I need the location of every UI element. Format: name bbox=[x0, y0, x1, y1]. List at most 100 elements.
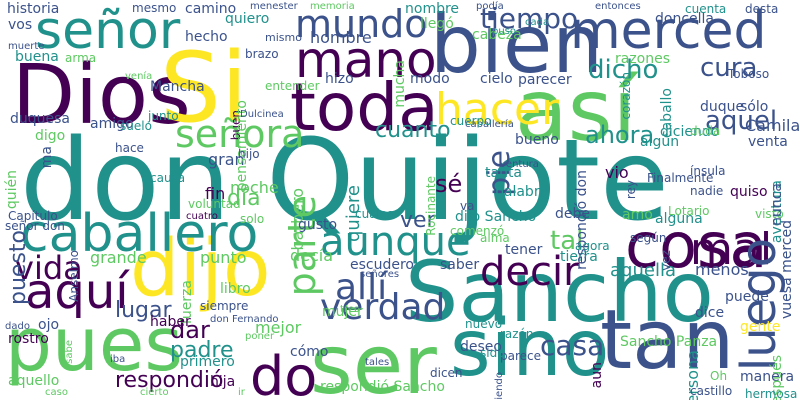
cloud-word-puso: puso bbox=[492, 26, 517, 37]
cloud-word-sino: sino bbox=[450, 304, 610, 394]
cloud-word-aquel: aquel bbox=[705, 106, 778, 136]
cloud-word-entonces: entonces bbox=[595, 1, 641, 12]
cloud-word-bueno: bueno bbox=[515, 132, 559, 148]
cloud-word-solo: solo bbox=[240, 212, 265, 226]
cloud-word-mancha: Mancha bbox=[150, 79, 205, 95]
cloud-word-iba: iba bbox=[110, 354, 126, 365]
cloud-word-voluntad: voluntad bbox=[188, 197, 241, 211]
cloud-word-cada: cada bbox=[525, 17, 550, 28]
cloud-word-mundo: mundo bbox=[295, 2, 428, 46]
cloud-word-vida: vida bbox=[15, 249, 83, 287]
cloud-word-nunca: nunca bbox=[769, 183, 785, 226]
cloud-word-primero: primero bbox=[180, 354, 235, 370]
cloud-word-tiempo: tiempo bbox=[480, 2, 579, 35]
cloud-word-caso: caso bbox=[45, 387, 68, 398]
cloud-word-tanta: tanta bbox=[485, 165, 523, 181]
cloud-word-hizo: hizo bbox=[325, 71, 354, 87]
cloud-word-cura: cura bbox=[700, 53, 758, 83]
cloud-word-menos: menos bbox=[695, 260, 749, 279]
cloud-word-padre: padre bbox=[170, 338, 234, 363]
cloud-word-hermosa: hermosa bbox=[745, 387, 798, 400]
cloud-word-cosa: cosa bbox=[625, 209, 768, 282]
cloud-word-duda: duda bbox=[690, 124, 721, 138]
cloud-word-razon: razón bbox=[500, 327, 534, 341]
cloud-word-comenzo: comenzó bbox=[450, 224, 505, 238]
cloud-word-saber: saber bbox=[440, 257, 480, 273]
cloud-word-alguna: alguna bbox=[655, 211, 703, 227]
cloud-word-cuanto: cuanto bbox=[375, 118, 451, 143]
cloud-word-vos: vos bbox=[8, 17, 33, 33]
cloud-word-cabeza: cabeza bbox=[472, 27, 522, 43]
cloud-word-don-quijote: don Quijote bbox=[20, 116, 669, 246]
cloud-word-dulcinea: Dulcinea bbox=[240, 109, 284, 120]
cloud-word-aqui: aquí bbox=[25, 264, 129, 320]
cloud-word-memoria: memoria bbox=[310, 1, 355, 12]
cloud-word-tres: tres bbox=[340, 304, 360, 315]
cloud-word-cierto: cierto bbox=[140, 387, 169, 398]
cloud-word-tan: tan bbox=[600, 293, 735, 388]
cloud-word-poner: poner bbox=[245, 331, 275, 342]
cloud-word-agora: agora bbox=[575, 239, 610, 253]
cloud-word-ser: ser bbox=[310, 318, 437, 400]
cloud-word-caballeria: caballería bbox=[465, 119, 514, 130]
cloud-word-don-fernando: don Fernando bbox=[210, 314, 279, 325]
cloud-word-quiero: quiero bbox=[225, 11, 270, 27]
cloud-word-dice: dice bbox=[695, 305, 725, 321]
cloud-word-senores: señores bbox=[360, 269, 400, 280]
cloud-word-haber: haber bbox=[150, 314, 191, 330]
cloud-word-entender: entender bbox=[265, 79, 320, 93]
cloud-word-manera: manera bbox=[740, 369, 795, 385]
cloud-word-hacer: hacer bbox=[435, 84, 560, 135]
cloud-word-alma: alma bbox=[480, 231, 510, 245]
cloud-word-segun: según bbox=[630, 231, 667, 245]
cloud-word-anselmo: Anselmo bbox=[67, 250, 81, 302]
cloud-word-podia: podía bbox=[476, 1, 504, 12]
cloud-word-senor: señor bbox=[35, 1, 181, 61]
cloud-word-parece: parece bbox=[500, 349, 542, 363]
cloud-word-insula: ínsula bbox=[690, 164, 726, 178]
cloud-word-dicen: dicen bbox=[430, 366, 463, 380]
cloud-word-casa: casa bbox=[540, 329, 605, 362]
cloud-word-deseo: deseo bbox=[460, 339, 502, 355]
cloud-word-mucha: mucha bbox=[392, 60, 408, 108]
cloud-word-vio: vio bbox=[605, 163, 629, 182]
cloud-word-doncella: doncella bbox=[655, 11, 714, 27]
cloud-word-toda: toda bbox=[290, 69, 439, 146]
cloud-word-nuevo: nuevo bbox=[465, 317, 503, 331]
cloud-word-hijo: hijo bbox=[238, 147, 260, 161]
cloud-word-mujer: mujer bbox=[322, 304, 363, 320]
cloud-word-camino: camino bbox=[185, 1, 237, 17]
cloud-word-historia: historia bbox=[7, 1, 60, 17]
cloud-word-sabe: sabe bbox=[64, 340, 75, 364]
cloud-word-cuales: cuales bbox=[355, 207, 394, 221]
cloud-word-camila: Camila bbox=[745, 116, 800, 135]
cloud-word-decia: decía bbox=[290, 246, 334, 265]
cloud-word-nadie: nadie bbox=[690, 184, 724, 198]
cloud-word-mano: mano bbox=[295, 31, 437, 89]
cloud-word-tierra: tierra bbox=[560, 249, 598, 265]
cloud-word-decir: decir bbox=[480, 249, 580, 295]
cloud-word-ver: ver bbox=[400, 208, 436, 233]
cloud-word-hace: hace bbox=[115, 141, 144, 155]
cloud-word-puesto: puesto bbox=[6, 230, 31, 305]
cloud-word-dijo: dijo bbox=[130, 224, 271, 314]
cloud-word-senor-don: señor don bbox=[5, 219, 65, 233]
cloud-word-noche: noche bbox=[230, 178, 279, 197]
cloud-word-mismo: mismo bbox=[265, 31, 302, 44]
cloud-word-hecho: hecho bbox=[185, 29, 228, 45]
cloud-word-finalmente: Finalmente bbox=[647, 171, 714, 185]
cloud-word-escudero: escudero bbox=[350, 257, 414, 273]
cloud-word-cielo: cielo bbox=[480, 71, 513, 87]
cloud-word-cuatro: cuatro bbox=[186, 211, 218, 222]
cloud-word-dijo-sancho: dijo Sancho bbox=[455, 209, 537, 225]
cloud-word-desta: desta bbox=[745, 2, 779, 16]
cloud-word-sido: sido bbox=[480, 346, 505, 360]
cloud-word-aunque: aunque bbox=[320, 219, 471, 265]
cloud-word-hija: hija bbox=[210, 374, 236, 390]
cloud-word-como: cómo bbox=[290, 344, 329, 360]
cloud-word-dia: día bbox=[227, 186, 261, 211]
cloud-word-capitulo: Capítulo bbox=[8, 209, 58, 223]
cloud-word-se: sé bbox=[435, 170, 463, 198]
cloud-word-toboso: Toboso bbox=[728, 67, 770, 81]
